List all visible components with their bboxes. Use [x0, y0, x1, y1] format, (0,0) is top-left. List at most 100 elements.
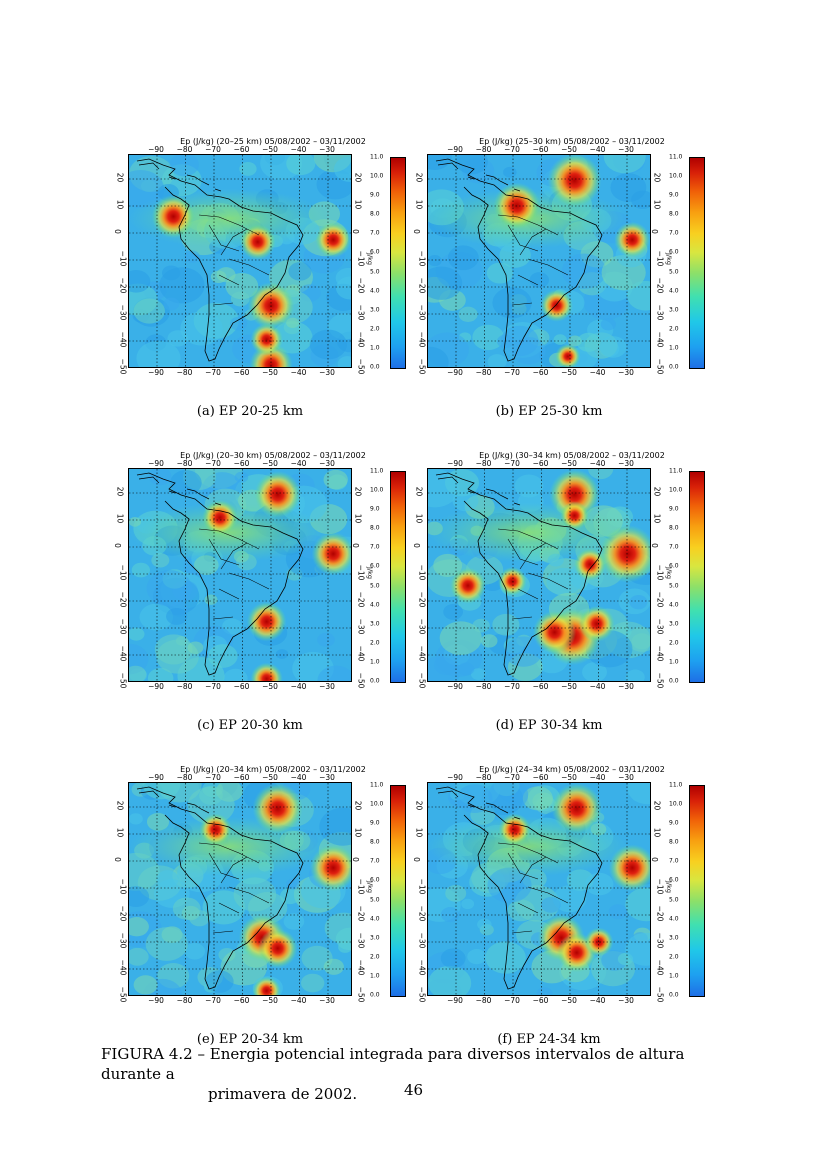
energy-hotspot	[551, 783, 602, 834]
colorbar-tick-label: 11.0	[669, 781, 683, 789]
lat-tick-label-right: 20	[353, 800, 363, 811]
field-blob	[301, 973, 325, 993]
energy-hotspot	[449, 567, 486, 604]
lat-tick-label-left: −30	[417, 932, 427, 949]
country-borders	[497, 842, 569, 934]
lat-tick-label-right: −40	[655, 331, 665, 348]
panel-caption: (b) EP 25-30 km	[495, 404, 603, 419]
lat-tick-label-left: −10	[118, 564, 128, 581]
colorbar-tick-label: 7.0	[669, 229, 679, 237]
lon-tick-label: −30	[618, 368, 634, 377]
lon-tick-label: −50	[561, 368, 577, 377]
lat-tick-label-left: −20	[118, 591, 128, 608]
lon-tick-label: −90	[447, 368, 463, 377]
colorbar-tick-label: 2.0	[370, 325, 380, 333]
colorbar-tick-label: 4.0	[669, 915, 679, 923]
lat-tick-label-left: 20	[414, 486, 424, 497]
field-blob	[503, 166, 517, 178]
colorbar	[689, 785, 705, 997]
lon-tick-label: −40	[290, 996, 307, 1005]
figure-caption-line1: FIGURA 4.2 – Energia potencial integrada…	[101, 1045, 685, 1083]
lat-tick-label-left: −50	[417, 672, 427, 689]
lat-tick-label-left: −30	[417, 304, 427, 321]
field-blob	[286, 317, 300, 328]
lon-tick-label: −60	[532, 459, 549, 468]
lat-tick-label-left: 10	[115, 827, 125, 838]
field-blob	[286, 155, 316, 176]
field-blob	[472, 324, 505, 351]
lat-tick-label-left: −40	[417, 959, 427, 976]
field-blob	[529, 272, 550, 288]
colorbar-tick-label: 8.0	[669, 524, 679, 532]
panel-caption: (f) EP 24-34 km	[497, 1032, 601, 1047]
lon-tick-label: −80	[475, 459, 492, 468]
lat-tick-label-left: −40	[118, 959, 128, 976]
lat-tick-label-right: −10	[356, 250, 366, 267]
lon-tick-label: −70	[205, 145, 221, 154]
lat-tick-label-right: −10	[356, 564, 366, 581]
field-blob	[163, 297, 180, 311]
lon-tick-label: −60	[233, 368, 250, 377]
panel-title: Ep (J/kg) (20–34 km) 05/08/2002 – 03/11/…	[180, 765, 366, 774]
lat-tick-label-right: 0	[350, 543, 360, 548]
lon-tick-label: −60	[233, 682, 250, 691]
lon-tick-label: −40	[290, 368, 307, 377]
field-blob	[610, 173, 647, 202]
field-blob	[487, 867, 532, 903]
lat-tick-label-right: −40	[655, 645, 665, 662]
energy-hotspot	[540, 289, 573, 322]
field-blob	[456, 784, 493, 814]
lat-tick-label-left: 0	[112, 857, 122, 862]
lon-tick-label: −30	[319, 682, 335, 691]
ep-map	[128, 154, 352, 368]
lon-tick-label: −70	[504, 682, 520, 691]
energy-hotspot	[614, 221, 650, 258]
lon-tick-label: −40	[589, 368, 606, 377]
lon-tick-label: −30	[618, 682, 634, 691]
lat-tick-label-right: 10	[652, 827, 662, 838]
field-blob	[514, 474, 544, 498]
lat-tick-label-left: 0	[112, 229, 122, 234]
field-blob	[627, 783, 650, 805]
colorbar-tick-label: 11.0	[370, 153, 384, 161]
lon-tick-label: −30	[319, 145, 335, 154]
lon-tick-label: −40	[589, 459, 606, 468]
lat-tick-label-left: −20	[118, 277, 128, 294]
energy-hotspot	[199, 813, 232, 846]
lat-tick-label-right: −10	[655, 878, 665, 895]
colorbar-tick-label: 3.0	[669, 620, 679, 628]
field-blob	[210, 270, 227, 284]
lon-tick-label: −70	[504, 773, 520, 782]
lat-tick-label-left: −20	[417, 277, 427, 294]
energy-hotspot	[315, 221, 351, 258]
lat-tick-label-right: 20	[353, 486, 363, 497]
lon-tick-label: −70	[504, 368, 520, 377]
lon-tick-label: −30	[618, 996, 634, 1005]
energy-hotspot	[246, 601, 287, 642]
lon-tick-label: −40	[589, 145, 606, 154]
colorbar-tick-label: 4.0	[669, 601, 679, 609]
lon-tick-label: −40	[290, 459, 307, 468]
ep-map-svg	[428, 783, 650, 995]
ep-map-svg	[428, 469, 650, 681]
colorbar	[689, 471, 705, 683]
field-blob	[541, 896, 561, 913]
colorbar-tick-label: 1.0	[370, 972, 380, 980]
field-blob	[428, 656, 460, 681]
field-blob	[625, 669, 645, 681]
caribbean-coast	[437, 476, 521, 506]
lat-tick-label-left: −40	[118, 331, 128, 348]
lat-tick-label-right: −20	[655, 277, 665, 294]
field-blob	[272, 321, 313, 354]
lon-tick-label: −60	[233, 459, 250, 468]
lat-tick-label-right: −40	[655, 959, 665, 976]
energy-hotspot	[532, 610, 577, 654]
ep-map-svg	[129, 783, 351, 995]
field-blob	[440, 907, 460, 923]
field-blob	[129, 886, 150, 908]
field-blob	[151, 553, 170, 568]
colorbar-tick-label: 4.0	[370, 601, 380, 609]
lon-tick-label: −80	[176, 682, 193, 691]
lat-tick-label-left: 20	[115, 172, 125, 183]
colorbar-tick-label: 10.0	[669, 172, 683, 180]
